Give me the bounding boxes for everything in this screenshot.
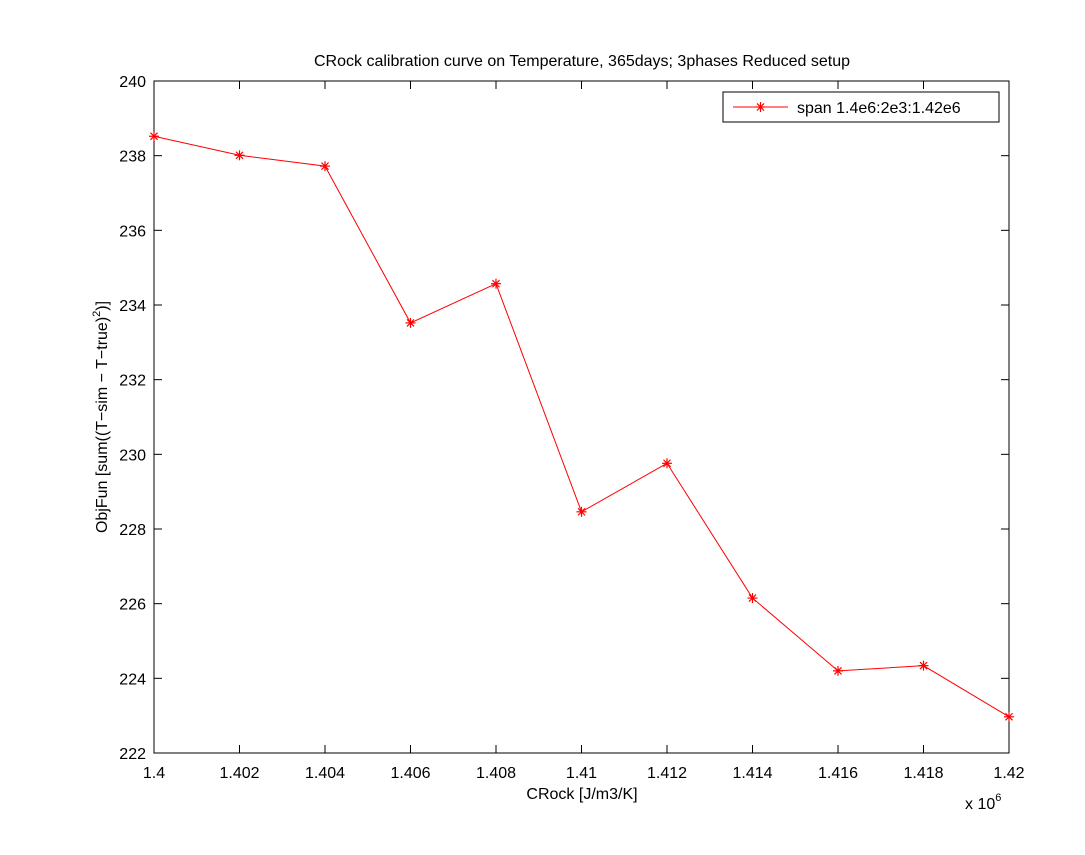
series-layer xyxy=(149,131,1014,722)
x-tick-label: 1.412 xyxy=(647,765,687,782)
y-tick-label: 240 xyxy=(119,74,146,91)
y-tick-label: 230 xyxy=(119,447,146,464)
legend-marker-sample xyxy=(755,102,766,112)
x-tick-label: 1.402 xyxy=(219,765,259,782)
marker-stroke xyxy=(235,151,244,160)
x-tick-label: 1.404 xyxy=(305,765,345,782)
x-tick-label: 1.4 xyxy=(143,765,165,782)
data-point xyxy=(576,506,587,517)
y-tick-label: 238 xyxy=(119,149,146,166)
x-tick-label: 1.41 xyxy=(566,765,597,782)
data-point xyxy=(918,660,929,671)
y-tick-label: 236 xyxy=(119,223,146,240)
data-point xyxy=(833,665,843,676)
data-point xyxy=(491,278,501,289)
marker-stroke xyxy=(1005,712,1013,721)
x-axis-tick-labels: 1.4 1.402 1.404 1.406 1.408 1.41 1.412 1.414 1.4… xyxy=(143,765,1025,782)
y-axis-tick-labels: 222 224 226 228 230 232 234 236 238 240 xyxy=(119,74,146,763)
y-tick-label: 224 xyxy=(119,671,146,688)
x-tick-label: 1.408 xyxy=(476,765,516,782)
plot-area xyxy=(153,80,1010,754)
x-tick-label: 1.414 xyxy=(732,765,772,782)
legend: span 1.4e6:2e3:1.42e6 xyxy=(722,91,1000,123)
marker-stroke xyxy=(919,661,928,670)
y-tick-label: 228 xyxy=(119,522,146,539)
x-axis-multiplier: x 106 xyxy=(965,792,1001,813)
x-axis-multiplier-exponent: 6 xyxy=(995,792,1001,804)
y-tick-label: 226 xyxy=(119,597,146,614)
y-axis-label-superscript: 2 xyxy=(91,311,103,317)
marker-stroke xyxy=(756,103,765,111)
x-tick-label: 1.416 xyxy=(818,765,858,782)
data-point xyxy=(405,317,416,328)
y-tick-label: 232 xyxy=(119,373,146,390)
data-point xyxy=(234,150,245,161)
marker-stroke xyxy=(834,666,842,675)
marker-stroke xyxy=(663,459,671,468)
y-axis-label: ObjFun [sum((T−sim − T−true)2)] xyxy=(91,301,111,533)
marker-stroke xyxy=(577,507,586,516)
marker-stroke xyxy=(321,162,329,171)
data-point xyxy=(1004,711,1014,722)
x-axis-multiplier-base: x 10 xyxy=(965,796,995,813)
y-axis-label-prefix: ObjFun [sum((T−sim − T−true) xyxy=(94,317,111,533)
y-axis-ticks xyxy=(154,80,1009,754)
data-point xyxy=(320,161,330,172)
y-tick-label: 222 xyxy=(119,746,146,763)
marker-stroke xyxy=(406,318,415,327)
data-point xyxy=(149,131,159,142)
x-tick-label: 1.418 xyxy=(903,765,943,782)
x-tick-label: 1.406 xyxy=(390,765,430,782)
legend-entry-label: span 1.4e6:2e3:1.42e6 xyxy=(797,100,961,117)
marker-stroke xyxy=(748,594,757,603)
x-axis-label: CRock [J/m3/K] xyxy=(526,786,637,803)
x-tick-label: 1.42 xyxy=(993,765,1024,782)
y-tick-label: 234 xyxy=(119,298,146,315)
data-point xyxy=(747,593,758,604)
x-axis-ticks xyxy=(153,81,1010,753)
marker-stroke xyxy=(492,279,500,288)
data-point xyxy=(662,458,672,469)
chart-title: CRock calibration curve on Temperature, … xyxy=(314,53,850,70)
marker-stroke xyxy=(150,132,158,141)
y-axis-label-suffix: )] xyxy=(94,301,111,311)
